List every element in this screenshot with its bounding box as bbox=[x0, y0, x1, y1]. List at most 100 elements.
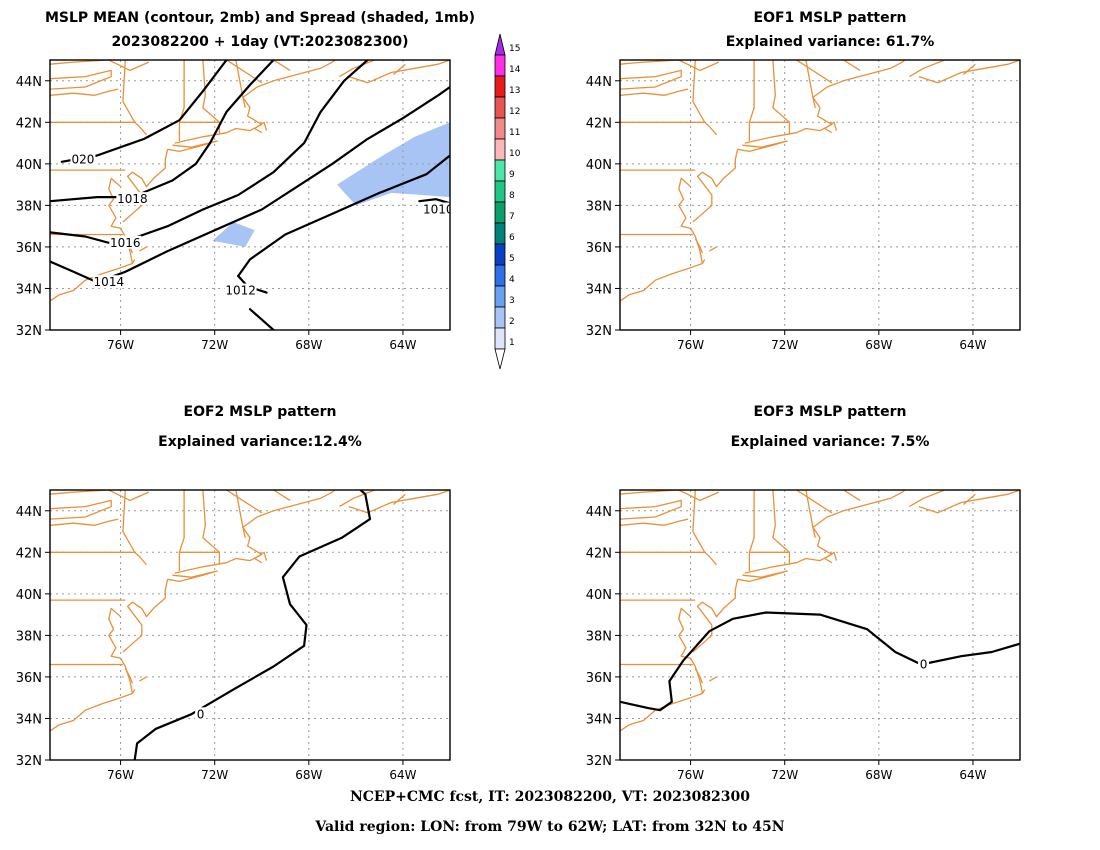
y-tick-label: 36N bbox=[16, 241, 42, 256]
colorbar-label: 14 bbox=[509, 65, 521, 75]
x-tick-label: 64W bbox=[389, 338, 416, 352]
coastline-16 bbox=[694, 238, 704, 254]
footer-line1: NCEP+CMC fcst, IT: 2023082200, VT: 20230… bbox=[349, 789, 751, 805]
coastline-1 bbox=[50, 499, 112, 520]
y-tick-label: 44N bbox=[16, 505, 42, 520]
panel4-title-line2: Explained variance: 7.5% bbox=[730, 434, 930, 450]
spread-colorbar: 15 14 13 12 11 10 9 8 7 6 5 4 3 2 1 bbox=[494, 33, 521, 370]
coastline-1 bbox=[620, 499, 682, 520]
y-tick-label: 42N bbox=[16, 546, 42, 561]
colorbar-segment bbox=[494, 33, 506, 56]
coastline-11 bbox=[744, 60, 906, 144]
coastline-2 bbox=[50, 518, 119, 526]
y-tick-label: 40N bbox=[16, 588, 42, 603]
x-tick-label: 68W bbox=[295, 338, 322, 352]
y-tick-label: 34N bbox=[586, 282, 612, 297]
plot-area: 0 bbox=[620, 490, 1020, 760]
contour-line-0 bbox=[133, 490, 372, 760]
coastline-7 bbox=[178, 490, 185, 571]
coastline-0 bbox=[620, 60, 720, 72]
colorbar-label: 11 bbox=[509, 128, 520, 138]
coastline-8 bbox=[772, 60, 790, 123]
panel4-title-line1: EOF3 MSLP pattern bbox=[753, 404, 907, 420]
coastline-8 bbox=[772, 490, 790, 553]
colorbar-segment bbox=[494, 75, 506, 98]
coastline-18 bbox=[139, 676, 147, 682]
colorbar-label: 15 bbox=[509, 44, 520, 54]
x-tick-label: 76W bbox=[677, 768, 704, 782]
contour-label: 1012 bbox=[225, 284, 256, 298]
coastline-6 bbox=[692, 60, 706, 123]
colorbar-segment bbox=[494, 159, 506, 182]
panel1-title-line2: 2023082200 + 1day (VT:2023082300) bbox=[111, 34, 409, 50]
x-tick-label: 76W bbox=[107, 338, 134, 352]
y-tick-label: 38N bbox=[16, 629, 42, 644]
colorbar-label: 7 bbox=[509, 212, 515, 222]
coastline-21 bbox=[909, 490, 962, 508]
coastline-10 bbox=[179, 121, 221, 135]
colorbar-label: 2 bbox=[509, 317, 515, 327]
y-tick-label: 36N bbox=[586, 241, 612, 256]
coastline-22 bbox=[348, 60, 450, 84]
contour-label: 0 bbox=[920, 657, 928, 671]
coastline-14 bbox=[692, 579, 739, 653]
coastline-18 bbox=[709, 246, 717, 252]
coastline-23 bbox=[393, 493, 406, 505]
coastline-13 bbox=[737, 570, 788, 583]
coastline-2 bbox=[620, 88, 689, 96]
coastline-19 bbox=[796, 490, 833, 514]
coastline-12 bbox=[254, 121, 268, 134]
panel1-title-line1: MSLP MEAN (contour, 2mb) and Spread (sha… bbox=[45, 10, 475, 26]
contour-line-0 bbox=[620, 611, 1020, 712]
coastline-20 bbox=[843, 490, 861, 501]
colorbar-label: 10 bbox=[509, 149, 521, 159]
colorbar-label: 1 bbox=[509, 338, 515, 348]
coastline-23 bbox=[963, 63, 976, 75]
y-tick-label: 42N bbox=[16, 116, 42, 131]
contour-label-bg bbox=[224, 283, 257, 297]
colorbar-label: 13 bbox=[509, 86, 520, 96]
colorbar-segment bbox=[494, 117, 506, 140]
colorbar-label: 6 bbox=[509, 233, 515, 243]
x-tick-label: 68W bbox=[295, 768, 322, 782]
contour-line-0 bbox=[60, 60, 228, 163]
coastline-13 bbox=[167, 570, 218, 583]
coastline-16 bbox=[124, 668, 134, 684]
y-tick-label: 34N bbox=[16, 712, 42, 727]
coastline-19 bbox=[796, 60, 833, 84]
y-tick-label: 38N bbox=[586, 199, 612, 214]
contour-label: 1018 bbox=[117, 192, 148, 206]
contour-label-bg bbox=[918, 657, 930, 671]
panel-eof3: 0 76W 72W 68W 64W 44N 42N 40N 38N 36N 34N 32N bbox=[586, 489, 1021, 782]
colorbar-label: 9 bbox=[509, 170, 515, 180]
panel-frame bbox=[619, 489, 1021, 761]
contour-label: 1014 bbox=[94, 275, 125, 289]
contour-label-bg bbox=[70, 152, 96, 166]
coastline-11 bbox=[174, 60, 336, 144]
contour-label-bg bbox=[109, 235, 142, 249]
contour-label: 1016 bbox=[110, 236, 141, 250]
coastline-11 bbox=[744, 490, 906, 574]
coastline-22 bbox=[918, 60, 1020, 84]
coastline-3 bbox=[50, 121, 147, 136]
coastline-18 bbox=[139, 246, 147, 252]
coastline-23 bbox=[393, 63, 406, 75]
y-tick-label: 32N bbox=[586, 754, 612, 769]
contour-label: 1010 bbox=[423, 203, 454, 217]
colorbar-segment bbox=[494, 222, 506, 245]
panel-frame bbox=[619, 59, 1021, 331]
coastline-0 bbox=[50, 490, 150, 502]
panel-eof2: 0 76W 72W 68W 64W 44N 42N 40N 38N 36N 34N 32N bbox=[16, 489, 451, 782]
coastline-15 bbox=[620, 177, 704, 302]
panel-frame bbox=[49, 489, 451, 761]
coastline-13 bbox=[737, 140, 788, 153]
y-tick-label: 34N bbox=[586, 712, 612, 727]
footer-line2: Valid region: LON: from 79W to 62W; LAT:… bbox=[315, 819, 785, 835]
coastline-23 bbox=[963, 493, 976, 505]
coastline-0 bbox=[50, 60, 150, 72]
coastline-2 bbox=[620, 518, 689, 526]
coastline-14 bbox=[692, 149, 739, 223]
y-tick-label: 44N bbox=[586, 75, 612, 90]
contour-line-7 bbox=[418, 198, 450, 205]
plot-area: 020 1018 1016 1014 1012 1010 bbox=[50, 60, 454, 330]
